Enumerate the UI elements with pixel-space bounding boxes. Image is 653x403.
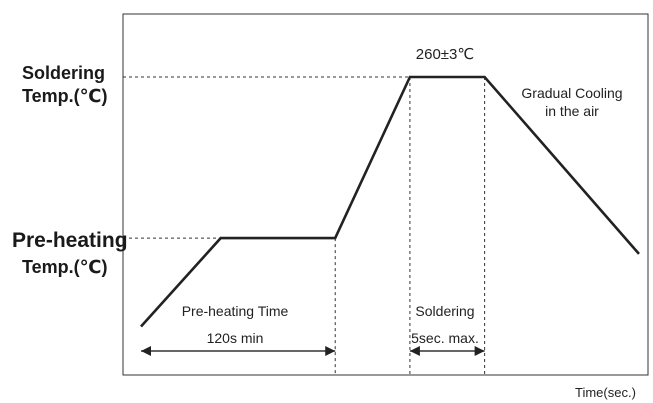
- preheating-temp-unit-label: Temp.(℃): [22, 257, 108, 277]
- temperature-profile-line: [140, 75, 640, 328]
- time-span-arrows: [141, 346, 485, 356]
- x-axis-label: Time(sec.): [575, 385, 636, 400]
- soldering-temp-unit-label: Temp.(℃): [22, 86, 108, 106]
- soldering-time-arrow-head: [409, 346, 420, 356]
- soldering-time-annotation: Soldering: [415, 303, 475, 319]
- guide-lines: [123, 76, 486, 375]
- preheating-time-arrow-head: [141, 346, 151, 356]
- preheating-time-arrow-head: [325, 346, 336, 356]
- preheating-temp-label: Pre-heating: [12, 229, 128, 252]
- preheating-time-annotation: Pre-heating Time: [181, 303, 289, 319]
- plot-frame: [122, 13, 649, 376]
- cooling-annotation-line2: in the air: [545, 103, 599, 119]
- peak-temp-annotation: 260±3℃: [415, 46, 475, 63]
- soldering-temp-label: Soldering: [22, 63, 106, 83]
- soldering-time-value: 5sec. max.: [411, 330, 479, 346]
- soldering-time-arrow-head: [474, 346, 485, 356]
- cooling-annotation: Gradual Cooling: [521, 85, 623, 101]
- preheating-time-value: 120s min: [206, 330, 264, 346]
